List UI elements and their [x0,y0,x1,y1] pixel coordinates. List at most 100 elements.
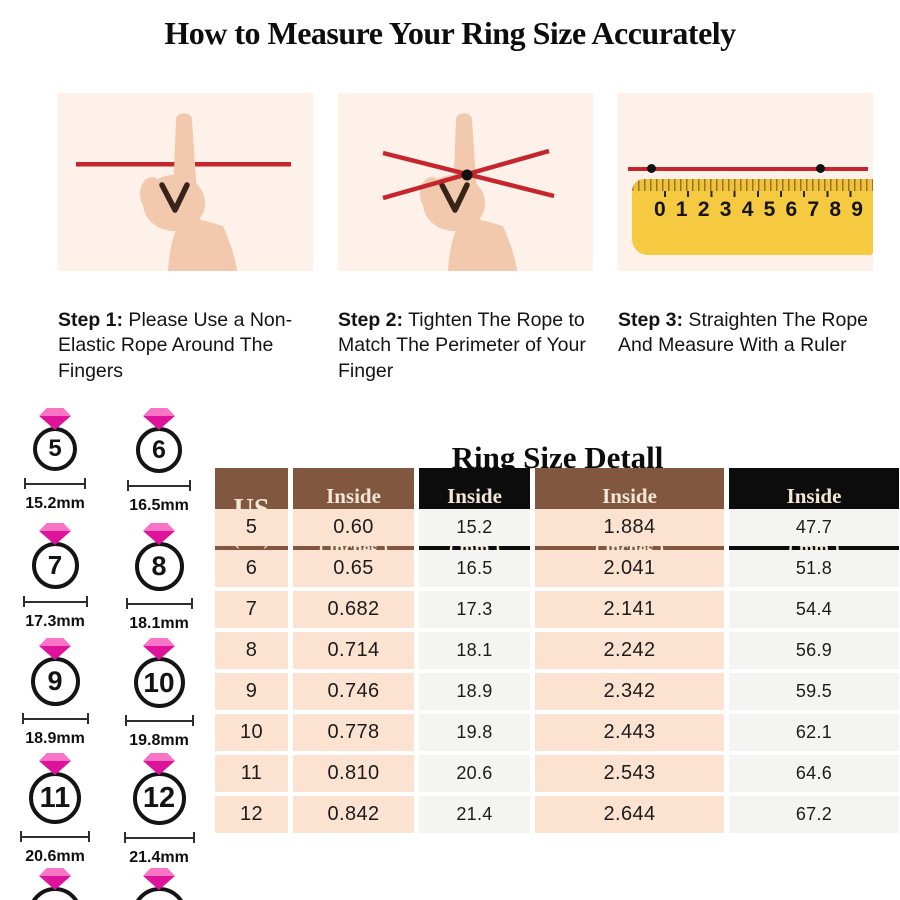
ring-width-label: 21.4mm [129,849,189,866]
ruler-ticks [664,191,864,197]
table-cell: 0.778 [293,714,414,751]
table-cell: 0.682 [293,591,414,628]
table-cell: 2.141 [535,591,724,628]
table-cell: 2.041 [535,550,724,587]
ring-size-chart: 5 15.2mm 6 16.5mm 7 17.3mm 8 18.1mm 9 18.9mm 10 19.… [3,408,215,900]
ring-size-table: US ( in ) Inside Diameter ( inches ) Ins… [215,468,900,833]
diamond-icon [143,523,175,545]
ring-circle-icon: 7 [31,542,79,589]
captions-row: Step 1: Please Use a Non-Elastic Rope Ar… [58,288,873,404]
table-cell: 9 [215,673,288,710]
ruler-number: 2 [697,198,710,221]
width-bracket-icon [123,832,195,843]
ring-circle-icon: 12 [132,772,186,825]
step2-figure [338,93,593,271]
ring-size-number: 9 [47,666,63,696]
ruler-tick-band [632,179,873,191]
table-cell: 10 [215,714,288,751]
ring-circle-icon: 8 [134,542,184,591]
ring-size-number: 8 [151,551,167,581]
table-cell: 56.9 [729,632,899,669]
ring-size-item: 8 18.1mm [125,523,193,638]
width-bracket-icon [24,478,86,489]
ring-size-item: 9 18.9mm [21,638,89,753]
table-cell: 2.644 [535,796,724,833]
table-cell: 2.443 [535,714,724,751]
table-cell: 2.242 [535,632,724,669]
ring-size-item: 6 16.5mm [127,408,191,523]
rope-mark-dot [816,164,825,173]
ruler-number: 1 [675,198,688,221]
ring-circle-icon: 11 [29,772,81,824]
diamond-icon [143,868,175,890]
step3-caption: Step 3: Straighten The Rope And Measure … [618,308,873,385]
diamond-icon [39,638,71,660]
wrist [448,216,517,271]
ring-width-label: 17.3mm [25,613,85,630]
ring-size-item: 12 21.4mm [123,753,195,868]
table-cell: 11 [215,755,288,792]
table-cell: 1.884 [535,509,724,546]
diamond-icon [143,408,175,430]
ring-size-number: 7 [47,550,63,580]
table-cell: 12 [215,796,288,833]
table-cell: 18.1 [419,632,530,669]
table-cell: 19.8 [419,714,530,751]
table-cell: 62.1 [729,714,899,751]
step1-caption: Step 1: Please Use a Non-Elastic Rope Ar… [58,308,313,385]
step1-figure [58,93,313,271]
step3-text: Straighten The Rope And Measure With a R… [618,308,869,357]
width-bracket-icon [22,596,88,607]
ring-size-number: 6 [152,435,166,464]
ring-width-label: 18.1mm [129,615,189,632]
thumb [140,177,164,211]
table-cell: 15.2 [419,509,530,546]
table-cell: 20.6 [419,755,530,792]
step2-caption: Step 2: Tighten The Rope to Match The Pe… [338,308,593,385]
table-cell: 16.5 [419,550,530,587]
ring-size-item [19,868,91,900]
ruler-number: 5 [763,198,776,221]
ring-width-label: 19.8mm [129,732,189,749]
step1-label: Step 1: [58,308,124,331]
table-cell: 47.7 [729,509,899,546]
diamond-icon [143,753,175,775]
table-cell: 0.714 [293,632,414,669]
table-cell: 67.2 [729,796,899,833]
table-cell: 0.746 [293,673,414,710]
wrist [168,216,237,271]
hand-with-tightened-rope-illustration [382,113,555,271]
table-cell: 7 [215,591,288,628]
table-cell: 51.8 [729,550,899,587]
ring-width-label: 18.9mm [25,730,85,747]
ring-size-item: 5 15.2mm [24,408,86,523]
table-cell: 0.60 [293,509,414,546]
diamond-icon [39,523,71,545]
finger-crease [159,182,190,213]
diamond-icon [143,638,175,660]
step2-label: Step 2: [338,308,404,331]
ruler-number: 7 [807,198,820,221]
diamond-icon [39,408,71,430]
finger-crease [439,182,470,213]
ring-size-number: 11 [39,781,71,814]
table-cell: 18.9 [419,673,530,710]
table-cell: 21.4 [419,796,530,833]
ruler-number: 8 [829,198,842,221]
ring-width-label: 16.5mm [129,497,189,514]
ruler-number: 4 [741,198,754,221]
ring-size-item [123,868,196,900]
ruler-number: 3 [719,198,732,221]
width-bracket-icon [125,598,193,609]
step3-label: Step 3: [618,308,684,331]
table-cell: 8 [215,632,288,669]
ruler-number: 6 [785,198,798,221]
table-cell: 2.342 [535,673,724,710]
ruler-number: 0 [654,198,666,221]
ring-size-number: 5 [48,435,62,462]
hand-with-rope-illustration [76,113,291,271]
